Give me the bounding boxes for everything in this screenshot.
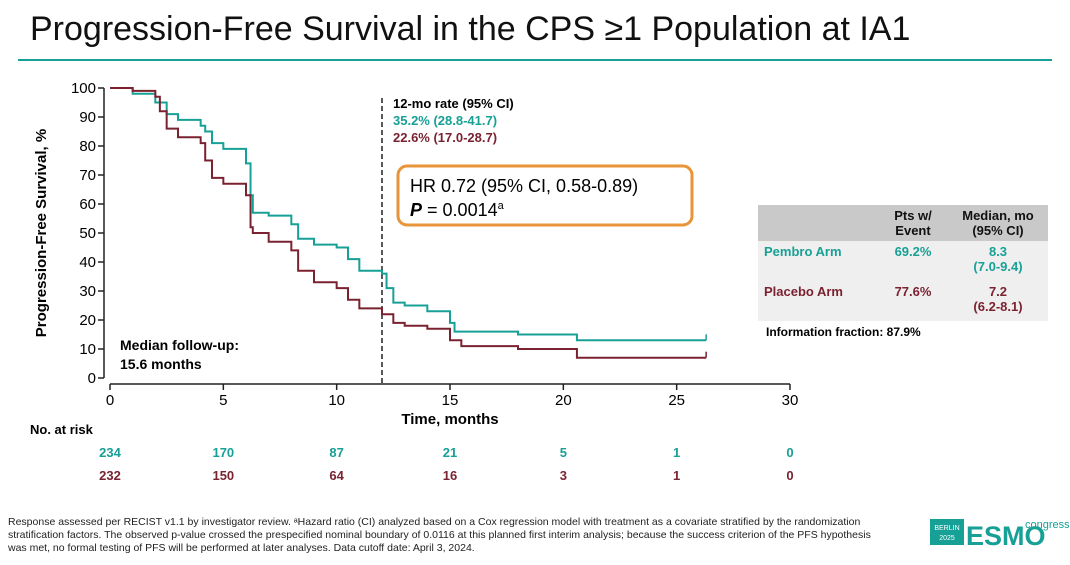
summary-table: Pts w/ Event Median, mo (95% CI) Pembro A…	[758, 205, 1048, 321]
footnote: Response assessed per RECIST v1.1 by inv…	[8, 516, 871, 554]
follow-up: 15.6 months	[120, 356, 202, 372]
at-risk-value: 3	[560, 468, 567, 483]
at-risk-value: 64	[329, 468, 344, 483]
x-tick-label: 0	[106, 392, 114, 409]
row-name: Placebo Arm	[758, 281, 878, 321]
at-risk-value: 1	[673, 445, 680, 460]
km-curve	[110, 87, 707, 359]
at-risk-value: 150	[212, 468, 234, 483]
chart-title: Progression-Free Survival in the CPS ≥1 …	[30, 10, 910, 48]
logo-text: congress	[1025, 519, 1070, 531]
y-tick-label: 70	[79, 167, 96, 184]
at-risk-value: 234	[99, 445, 121, 460]
y-tick-label: 30	[79, 283, 96, 300]
hr-box	[396, 164, 694, 227]
x-tick-label: 5	[219, 392, 227, 409]
median-text: (7.0-9.4)	[973, 259, 1023, 274]
logo-box	[930, 519, 964, 545]
rate: 35.2% (28.8-41.7)	[393, 113, 497, 128]
at-risk-value: 87	[329, 445, 343, 460]
follow-up: Median follow-up:	[120, 337, 239, 353]
hr-text: HR 0.72 (95% CI, 0.58-0.89)	[410, 176, 638, 196]
p-text: P = 0.0014a	[410, 200, 505, 220]
x-tick-label: 15	[442, 392, 459, 409]
x-axis-label: Time, months	[401, 411, 498, 428]
logo-text: ESMO	[966, 521, 1046, 551]
x-tick-label: 20	[555, 392, 572, 409]
x-tick-label: 10	[328, 392, 345, 409]
table-header: Median, mo (95% CI)	[948, 205, 1048, 241]
median: 8.3 (7.0-9.4)	[948, 241, 1048, 281]
logo-text: 2025	[939, 535, 955, 542]
median: 7.2 (6.2-8.1)	[948, 281, 1048, 321]
row-name: Pembro Arm	[758, 241, 878, 281]
median-text: 8.3	[988, 244, 1008, 259]
y-tick-label: 50	[79, 225, 96, 242]
at-risk-value: 16	[443, 468, 457, 483]
y-tick-label: 10	[79, 341, 96, 358]
at-risk-title: No. at risk	[30, 422, 94, 437]
p-value: = 0.0014	[427, 200, 498, 220]
at-risk-value: 0	[786, 445, 793, 460]
y-tick-label: 20	[79, 312, 96, 329]
table-note: Information fraction: 87.9%	[766, 325, 921, 339]
x-tick-label: 30	[782, 392, 799, 409]
p-sup: a	[498, 200, 505, 212]
at-risk-value: 0	[786, 468, 793, 483]
y-tick-label: 0	[88, 370, 96, 387]
rate-title: 12-mo rate (95% CI)	[393, 96, 514, 111]
p-label: P	[410, 200, 423, 220]
table-header: Pts w/ Event	[878, 205, 948, 241]
median-text: 7.2	[988, 284, 1008, 299]
rate: 22.6% (17.0-28.7)	[393, 130, 497, 145]
at-risk-value: 170	[212, 445, 234, 460]
y-tick-label: 60	[79, 196, 96, 213]
at-risk-value: 21	[443, 445, 457, 460]
at-risk-value: 232	[99, 468, 121, 483]
y-axis-label: Progression-Free Survival, %	[33, 129, 50, 337]
y-tick-label: 80	[79, 138, 96, 155]
x-tick-label: 25	[668, 392, 685, 409]
y-tick-label: 40	[79, 254, 96, 271]
at-risk-value: 5	[560, 445, 567, 460]
km-curve	[110, 87, 707, 342]
logo-text: BERLIN	[934, 525, 959, 532]
y-tick-label: 90	[79, 109, 96, 126]
median-text: (6.2-8.1)	[973, 299, 1023, 314]
pts-event: 69.2%	[878, 241, 948, 281]
pts-event: 77.6%	[878, 281, 948, 321]
at-risk-value: 1	[673, 468, 680, 483]
y-tick-label: 100	[71, 80, 96, 97]
